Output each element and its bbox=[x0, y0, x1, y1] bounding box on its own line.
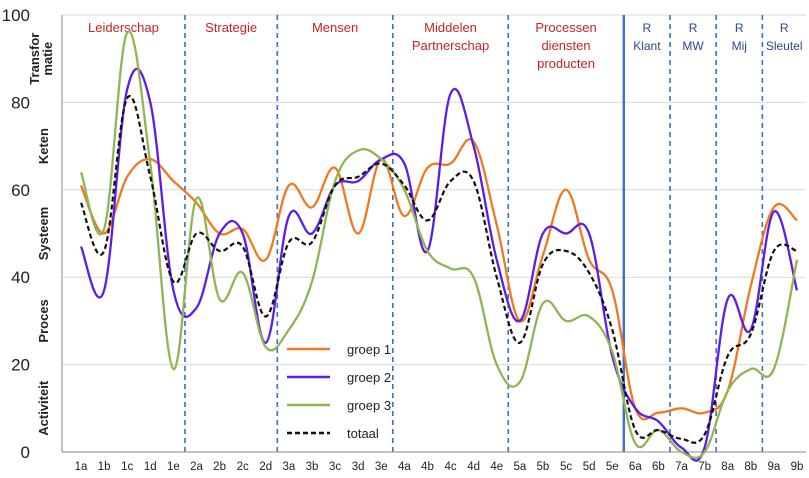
legend-label: groep 2 bbox=[347, 370, 391, 385]
section-header-line: R bbox=[780, 21, 789, 35]
x-tick-label: 4e bbox=[490, 461, 503, 473]
x-tick-label: 2c bbox=[237, 461, 249, 473]
legend: groep 1 groep 2 groep 3 totaal bbox=[287, 342, 391, 441]
x-tick-label: 1c bbox=[121, 461, 133, 473]
y-level-text: Transformatie bbox=[27, 33, 55, 85]
y-tick-label: 100 bbox=[2, 6, 30, 25]
section-header: R Klant bbox=[633, 21, 661, 53]
section-header-line: producten bbox=[537, 56, 595, 71]
legend-label: groep 3 bbox=[347, 398, 391, 413]
series-line-totaal bbox=[79, 94, 798, 444]
section-header: Mensen bbox=[312, 20, 358, 35]
x-tick-label: 6b bbox=[652, 461, 665, 473]
y-level-word: matie bbox=[40, 42, 55, 76]
series-line-groep-1 bbox=[79, 138, 798, 421]
x-tick-label: 1a bbox=[75, 461, 88, 473]
section-header: R Sleutel bbox=[766, 21, 803, 53]
y-level-text: Proces bbox=[36, 299, 51, 342]
section-header-line: Mij bbox=[732, 39, 747, 53]
x-tick-label: 5b bbox=[537, 461, 550, 473]
series-line-groep-3 bbox=[79, 30, 799, 460]
section-header-line: Mensen bbox=[312, 20, 358, 35]
section-header-line: Middelen bbox=[424, 20, 477, 35]
legend-label: groep 1 bbox=[347, 342, 391, 357]
section-header: R Mij bbox=[732, 21, 747, 53]
axes: 0 20 40 60 80 100 1a 1b 1c 1d 1e 2a 2b 2c 2d 3a 3b 3c 3d 3e… bbox=[2, 6, 806, 473]
section-header: Leiderschap bbox=[88, 20, 159, 35]
y-level-word: Transfor bbox=[27, 33, 42, 85]
x-tick-label: 1d bbox=[144, 461, 157, 473]
x-tick-label: 4c bbox=[444, 461, 456, 473]
section-header: Middelen Partnerschap bbox=[412, 20, 489, 53]
x-tick-label: 3a bbox=[282, 461, 295, 473]
x-tick-label: 2b bbox=[213, 461, 226, 473]
section-header: R MW bbox=[682, 21, 704, 53]
y-level-label: Systeem bbox=[36, 207, 51, 260]
section-dividers: Leiderschap Strategie Mensen Middelen Partne… bbox=[88, 15, 803, 452]
y-tick-label: 60 bbox=[11, 181, 30, 200]
x-tick-label: 1b bbox=[98, 461, 111, 473]
x-tick-label: 9a bbox=[768, 461, 781, 473]
x-tick-label: 5d bbox=[583, 461, 596, 473]
x-tick-label: 3d bbox=[352, 461, 365, 473]
y-level-text: Activiteit bbox=[36, 380, 51, 436]
x-tick-label: 8a bbox=[721, 461, 734, 473]
section-header-line: Klant bbox=[633, 39, 661, 53]
y-level-label: Transformatie bbox=[27, 33, 55, 85]
section-header-line: diensten bbox=[541, 38, 590, 53]
section-header-line: Partnerschap bbox=[412, 38, 489, 53]
y-level-text: Systeem bbox=[36, 207, 51, 260]
y-tick-label: 40 bbox=[11, 268, 30, 287]
section-header: Strategie bbox=[205, 20, 257, 35]
x-tick-label: 7b bbox=[698, 461, 711, 473]
x-tick-label: 6a bbox=[629, 461, 642, 473]
section-header-line: Sleutel bbox=[766, 39, 803, 53]
gridlines bbox=[62, 14, 806, 366]
x-tick-label: 7a bbox=[675, 461, 688, 473]
x-tick-label: 9b bbox=[791, 461, 804, 473]
section-header-line: R bbox=[689, 21, 698, 35]
x-tick-label: 5a bbox=[513, 461, 526, 473]
series-lines bbox=[79, 30, 799, 462]
section-header: Processen diensten producten bbox=[535, 20, 596, 71]
x-tick-label: 1e bbox=[167, 461, 180, 473]
section-header-line: Processen bbox=[535, 20, 596, 35]
y-level-label: Proces bbox=[36, 299, 51, 342]
section-header-line: R bbox=[735, 21, 744, 35]
section-header-line: R bbox=[643, 21, 652, 35]
y-level-label: Keten bbox=[36, 128, 51, 164]
x-tick-label: 3e bbox=[375, 461, 388, 473]
x-tick-label: 4d bbox=[467, 461, 480, 473]
y-level-text: Keten bbox=[36, 128, 51, 164]
y-tick-label: 20 bbox=[11, 356, 30, 375]
x-tick-label: 4b bbox=[421, 461, 434, 473]
x-tick-label: 8b bbox=[744, 461, 757, 473]
x-tick-label: 4a bbox=[398, 461, 411, 473]
x-tick-label: 2a bbox=[190, 461, 203, 473]
x-tick-label: 3b bbox=[306, 461, 319, 473]
legend-label: totaal bbox=[347, 426, 379, 441]
x-tick-label: 5c bbox=[560, 461, 572, 473]
x-tick-label: 2d bbox=[259, 461, 272, 473]
section-header-line: Leiderschap bbox=[88, 20, 159, 35]
y-level-label: Activiteit bbox=[36, 380, 51, 436]
section-header-line: MW bbox=[682, 39, 704, 53]
y-tick-label: 80 bbox=[11, 93, 30, 112]
x-tick-label: 5e bbox=[606, 461, 619, 473]
y-tick-label: 0 bbox=[21, 443, 30, 462]
x-tick-label: 3c bbox=[329, 461, 341, 473]
section-header-line: Strategie bbox=[205, 20, 257, 35]
